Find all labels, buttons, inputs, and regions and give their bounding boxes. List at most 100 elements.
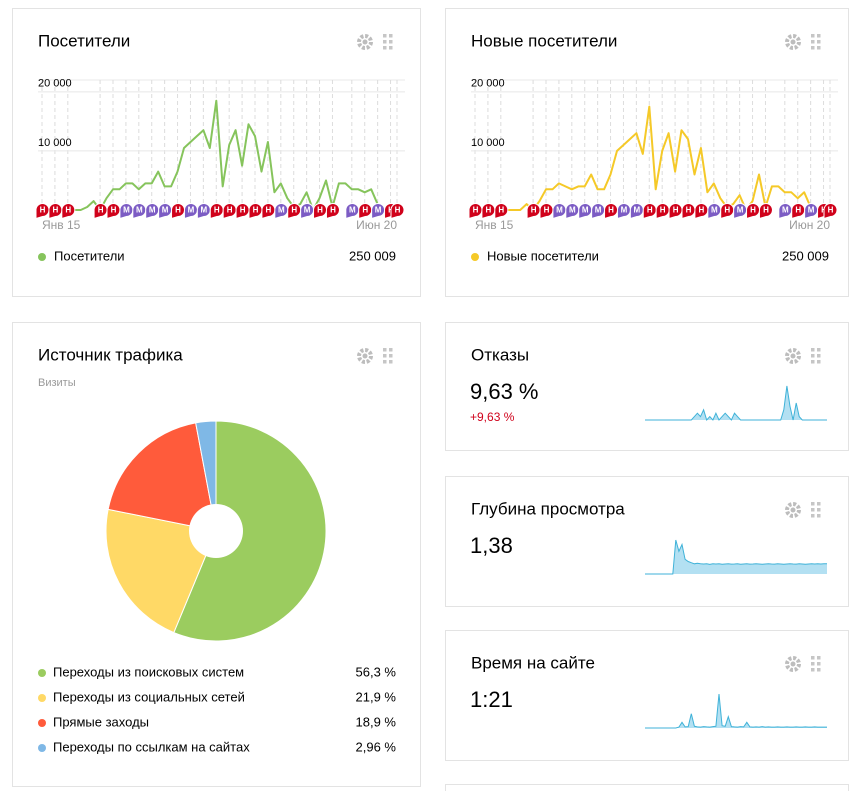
event-marker-label: Н <box>724 206 730 215</box>
event-marker-label: М <box>808 206 815 215</box>
event-marker-label: Н <box>531 206 537 215</box>
event-marker[interactable] <box>358 203 373 220</box>
drag-handle-dot <box>383 34 387 38</box>
drag-handle-dot <box>389 34 393 38</box>
event-marker[interactable] <box>823 203 838 220</box>
widget-card <box>445 322 849 451</box>
event-marker[interactable] <box>61 203 76 220</box>
pie-slice[interactable] <box>105 508 217 634</box>
event-marker[interactable] <box>248 203 263 220</box>
event-marker[interactable] <box>655 203 670 220</box>
event-marker[interactable] <box>668 203 683 220</box>
settings-icon[interactable] <box>785 348 801 364</box>
drag-handle-dot <box>389 40 393 44</box>
metric-delta: +9,63 % <box>470 410 515 424</box>
event-marker[interactable] <box>196 203 211 220</box>
settings-icon[interactable] <box>785 656 801 672</box>
event-marker-label: М <box>201 206 208 215</box>
event-marker[interactable] <box>158 203 173 220</box>
event-marker-label: Н <box>699 206 705 215</box>
event-marker[interactable] <box>183 203 198 220</box>
pie-slice[interactable] <box>195 420 217 532</box>
event-marker[interactable] <box>132 203 147 220</box>
event-marker[interactable] <box>746 203 761 220</box>
event-marker-label: Н <box>608 206 614 215</box>
event-marker[interactable] <box>616 203 631 220</box>
event-marker-label: Н <box>330 206 336 215</box>
event-marker[interactable] <box>733 203 748 220</box>
event-marker[interactable] <box>209 203 224 220</box>
event-marker[interactable] <box>222 203 237 220</box>
event-marker[interactable] <box>591 203 606 220</box>
event-marker[interactable] <box>468 203 483 220</box>
event-marker-label: М <box>149 206 156 215</box>
event-marker[interactable] <box>119 203 134 220</box>
event-marker[interactable] <box>526 203 541 220</box>
event-marker[interactable] <box>629 203 644 220</box>
event-marker-label: Н <box>828 206 834 215</box>
drag-handle-dot <box>817 514 821 518</box>
legend-marker <box>38 719 46 727</box>
widget-title: Время на сайте <box>471 653 595 672</box>
event-marker[interactable] <box>371 203 386 220</box>
settings-icon[interactable] <box>357 348 373 364</box>
event-marker[interactable] <box>694 203 709 220</box>
event-marker-label: Н <box>647 206 653 215</box>
event-marker[interactable] <box>578 203 593 220</box>
settings-icon-hole <box>790 507 796 513</box>
event-marker[interactable] <box>604 203 619 220</box>
event-marker[interactable] <box>235 203 250 220</box>
event-marker[interactable] <box>325 203 340 220</box>
event-marker-label: М <box>737 206 744 215</box>
drag-handle-dot <box>389 354 393 358</box>
settings-icon[interactable] <box>357 34 373 50</box>
event-marker[interactable] <box>261 203 276 220</box>
event-marker[interactable] <box>48 203 63 220</box>
event-marker[interactable] <box>274 203 289 220</box>
event-marker[interactable] <box>287 203 302 220</box>
y-tick-label: 10 000 <box>38 137 72 149</box>
event-marker[interactable] <box>93 203 108 220</box>
event-marker[interactable] <box>552 203 567 220</box>
event-marker[interactable] <box>720 203 735 220</box>
event-marker[interactable] <box>681 203 696 220</box>
event-marker[interactable] <box>35 203 50 220</box>
event-marker[interactable] <box>642 203 657 220</box>
event-marker[interactable] <box>171 203 186 220</box>
event-marker[interactable] <box>313 203 328 220</box>
x-tick-label: Июн 20 <box>789 218 830 232</box>
event-marker[interactable] <box>565 203 580 220</box>
legend-label: Переходы по ссылкам на сайтах <box>53 739 250 754</box>
event-marker[interactable] <box>804 203 819 220</box>
event-marker-label: М <box>278 206 285 215</box>
widget-card <box>445 784 849 791</box>
event-marker[interactable] <box>707 203 722 220</box>
settings-icon[interactable] <box>785 502 801 518</box>
settings-icon[interactable] <box>785 34 801 50</box>
event-marker-label: М <box>569 206 576 215</box>
event-marker[interactable] <box>390 203 405 220</box>
event-marker[interactable] <box>481 203 496 220</box>
event-marker-label: Н <box>98 206 104 215</box>
legend-value: 18,9 % <box>356 714 397 729</box>
widget-card <box>445 476 849 607</box>
event-marker-label: Н <box>544 206 550 215</box>
event-marker[interactable] <box>345 203 360 220</box>
event-marker[interactable] <box>300 203 315 220</box>
drag-handle-dot <box>811 502 815 506</box>
event-marker[interactable] <box>145 203 160 220</box>
legend-marker <box>38 744 46 752</box>
drag-handle-dot <box>817 656 821 660</box>
pie-slice[interactable] <box>107 422 217 532</box>
drag-handle-dot <box>817 668 821 672</box>
event-marker[interactable] <box>778 203 793 220</box>
event-marker[interactable] <box>791 203 806 220</box>
drag-handle-dot <box>383 360 387 364</box>
event-marker[interactable] <box>539 203 554 220</box>
event-marker[interactable] <box>758 203 773 220</box>
pie-slice[interactable] <box>173 420 327 642</box>
legend-marker <box>471 253 479 261</box>
event-marker[interactable] <box>494 203 509 220</box>
widget-card <box>445 8 849 297</box>
event-marker[interactable] <box>106 203 121 220</box>
